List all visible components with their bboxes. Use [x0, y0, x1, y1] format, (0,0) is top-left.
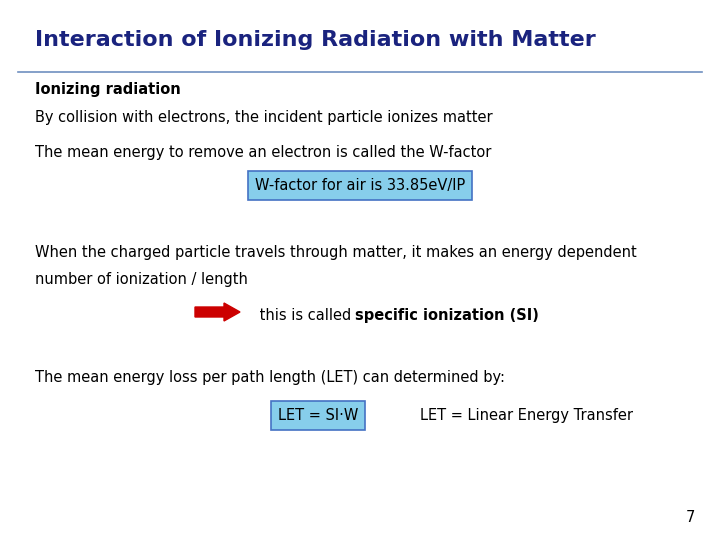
Text: By collision with electrons, the incident particle ionizes matter: By collision with electrons, the inciden… [35, 110, 492, 125]
Text: LET = SI·W: LET = SI·W [278, 408, 358, 423]
Text: The mean energy to remove an electron is called the W-factor: The mean energy to remove an electron is… [35, 145, 491, 160]
Text: The mean energy loss per path length (LET) can determined by:: The mean energy loss per path length (LE… [35, 370, 505, 385]
Text: W-factor for air is 33.85eV/IP: W-factor for air is 33.85eV/IP [255, 178, 465, 193]
Text: Ionizing radiation: Ionizing radiation [35, 82, 181, 97]
Text: this is called: this is called [255, 308, 356, 323]
Text: When the charged particle travels through matter, it makes an energy dependent: When the charged particle travels throug… [35, 245, 636, 260]
Text: 7: 7 [685, 510, 695, 525]
Text: Interaction of Ionizing Radiation with Matter: Interaction of Ionizing Radiation with M… [35, 30, 595, 50]
Text: number of ionization / length: number of ionization / length [35, 272, 248, 287]
Text: specific ionization (SI): specific ionization (SI) [355, 308, 539, 323]
Text: LET = Linear Energy Transfer: LET = Linear Energy Transfer [420, 408, 633, 423]
FancyArrow shape [195, 303, 240, 321]
